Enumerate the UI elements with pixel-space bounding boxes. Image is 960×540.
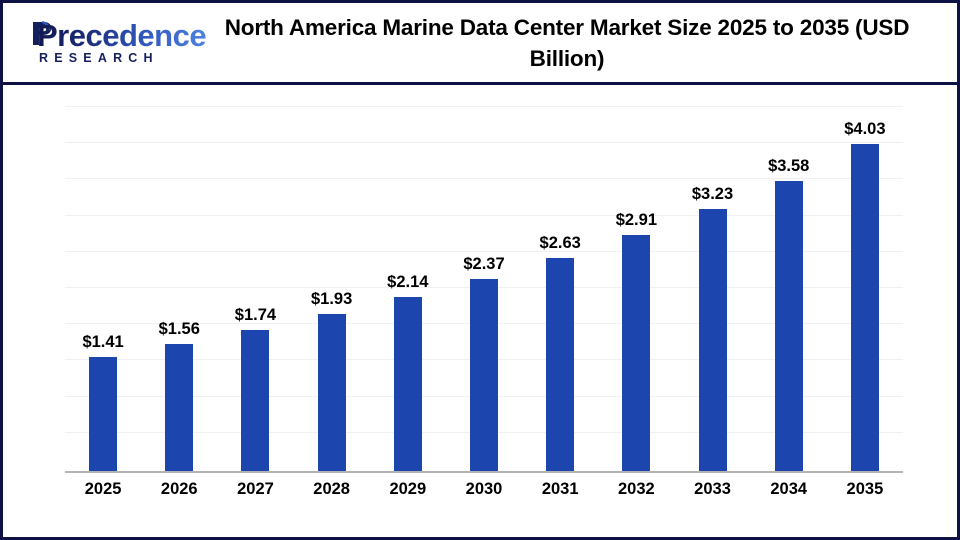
chart-header: Precedence RESEARCH North America Marine…: [3, 3, 957, 85]
bar-value-label: $1.41: [82, 332, 124, 351]
bar: [317, 314, 346, 471]
x-tick-label: 2029: [389, 480, 427, 498]
x-tick-label: 2033: [694, 480, 731, 498]
bar: [850, 144, 879, 471]
logo-wordmark: Precedence: [37, 18, 207, 53]
x-tick-label: 2025: [84, 480, 122, 498]
x-tick-label: 2028: [313, 480, 350, 498]
plot-area: $1.41 $1.56 $1.74 $1.93 $2.14 $2.37 $2.63 $2.91…: [65, 106, 903, 498]
logo-subtitle: RESEARCH: [39, 51, 159, 65]
bar-value-label: $1.93: [310, 290, 353, 309]
bar-value-label: $4.03: [844, 120, 886, 139]
x-tick-label: 2034: [770, 480, 808, 498]
gridline: [65, 215, 903, 216]
bar: [622, 234, 651, 471]
x-tick-label: 2026: [160, 480, 198, 498]
bar: [470, 278, 498, 471]
bar-value-label: $2.91: [615, 210, 657, 229]
bar-value-label: $1.74: [234, 305, 277, 324]
x-tick-label: 2035: [846, 480, 884, 498]
bar: [698, 208, 727, 471]
bar-value-label: $3.23: [691, 184, 734, 203]
leaf-p-mark-icon: [33, 21, 52, 45]
bar-chart: $1.41 $1.56 $1.74 $1.93 $2.14 $2.37 $2.63 $2.91…: [3, 85, 957, 537]
bar: [774, 180, 803, 471]
precedence-research-logo: Precedence RESEARCH: [17, 17, 207, 73]
x-tick-label: 2032: [618, 480, 655, 498]
page-title: North America Marine Data Center Market …: [224, 15, 910, 71]
gridline: [65, 106, 903, 107]
axis-baseline: [65, 471, 903, 473]
gridline: [65, 142, 903, 143]
bar: [89, 356, 118, 471]
gridline: [65, 251, 903, 252]
bar-value-label: $2.14: [387, 273, 429, 292]
gridline: [65, 178, 903, 179]
bar: [165, 344, 194, 471]
bar-value-label: $1.56: [158, 320, 200, 339]
bar-value-label: $2.63: [539, 233, 581, 252]
bar: [546, 257, 575, 471]
x-tick-label: 2030: [465, 480, 503, 498]
x-tick-label: 2031: [541, 480, 579, 498]
bar: [241, 329, 270, 471]
x-tick-label: 2027: [237, 480, 274, 498]
bar-value-label: $2.37: [463, 254, 505, 273]
bar-value-label: $3.58: [768, 156, 810, 175]
bar: [393, 297, 422, 471]
